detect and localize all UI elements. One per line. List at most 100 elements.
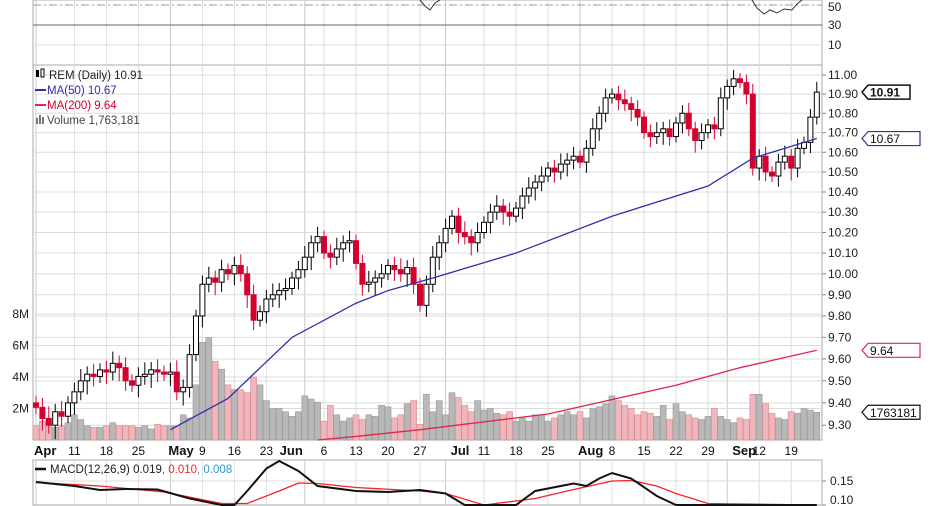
candle-body [737,78,743,84]
volume-bar [506,411,513,441]
candle-body [436,242,443,258]
price-tick-label: 10.80 [828,106,858,120]
volume-bar [429,411,437,441]
volume-bar [384,406,392,441]
volume-bar [608,395,616,441]
volume-bar [224,384,232,441]
volume-bar [199,342,206,441]
candle-body [609,93,615,99]
candle-body [263,298,270,313]
date-label: 29 [701,444,715,458]
candle-body [666,128,673,138]
candle-body [410,267,417,285]
volume-bar [103,425,110,441]
volume-bar [83,425,91,441]
rsi-tick-label: 50 [828,0,842,14]
date-label: 6 [321,444,328,458]
candle-body [474,232,481,244]
candle-body [519,195,526,209]
volume-bar [327,405,334,441]
grid-lines [32,0,823,506]
candle-body [545,167,551,177]
candle-body [391,264,398,271]
price-tick-label: 10.60 [828,145,858,159]
price-tick-label: 10.70 [828,126,858,140]
volume-bar [378,405,385,441]
candle-body [333,248,340,258]
candle-body [749,93,756,169]
candle-body [65,402,71,417]
macd-hist-value: , 0.008 [197,464,232,476]
volume-bar [435,400,443,441]
volume-tag: 1763181 [870,406,917,420]
date-label: 16 [228,444,242,458]
volume-tick-label: 6M [12,339,29,353]
candle-body [641,116,647,134]
date-label: 19 [785,444,799,458]
volume-bar [128,425,136,441]
price-tag: 10.91 [870,86,900,100]
volume-bar [685,414,693,441]
candle-body [378,273,385,279]
volume-bar [743,419,750,441]
volume-bar [205,337,213,441]
candle-body [257,311,263,321]
volume-bar [339,420,347,441]
volume-bar [275,408,283,441]
price-tick-label: 10.10 [828,246,858,260]
volume-bar [487,408,494,441]
candle-body [340,242,347,250]
price-tick-label: 9.50 [828,374,852,388]
volume-bar [800,408,808,441]
candle-body [589,128,596,149]
date-label: 23 [260,444,274,458]
date-label: 11 [478,444,491,458]
volume-bar [615,400,622,441]
candle-body [295,269,302,279]
ma50-line [170,137,817,431]
macd-legend: MACD(12,26,9) 0.019, 0.010, 0.008 [50,464,232,476]
volume-bar [301,395,309,441]
volume-bar [269,408,277,441]
candle-body [346,240,353,244]
candle-body [385,264,391,275]
candle-body [596,112,603,130]
volume-bar [416,423,424,441]
candle-body [506,211,513,217]
volume-bar [333,414,341,441]
volume-bar [179,414,187,441]
volume-bar [391,417,398,441]
volume-bar [711,408,718,441]
candle-body [173,371,180,393]
volume-bar [749,394,757,441]
volume-bar [263,400,270,441]
date-label: 20 [381,444,395,458]
candle-body [327,252,334,258]
ma200-tag: 9.64 [870,344,894,358]
legend-ma200: MA(200) 9.64 [47,100,117,112]
candle-body [487,211,494,223]
volume-bar [237,389,245,441]
price-tick-label: 9.70 [828,330,852,344]
candle-body [77,380,84,393]
candle-body [276,290,283,296]
macd-signal-line [35,479,817,506]
volume-bar [58,425,65,441]
volume-bar [423,394,430,441]
volume-bar [320,420,328,441]
volume-bar [282,411,289,441]
candle-body [186,354,193,388]
candle-body [813,91,820,118]
volume-bar [781,419,789,441]
date-label: 22 [669,444,683,458]
volume-tick-label: 4M [12,370,29,384]
candle-body [58,411,65,417]
candle-body [282,287,289,292]
volume-bar [448,392,456,441]
volume-bar [403,403,411,441]
volume-bar [717,416,725,441]
candle-body [141,373,148,377]
price-tag-box [861,84,911,100]
candle-body [692,128,699,141]
candle-body [429,256,436,285]
